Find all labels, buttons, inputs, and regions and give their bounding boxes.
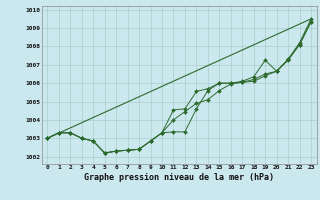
- X-axis label: Graphe pression niveau de la mer (hPa): Graphe pression niveau de la mer (hPa): [84, 173, 274, 182]
